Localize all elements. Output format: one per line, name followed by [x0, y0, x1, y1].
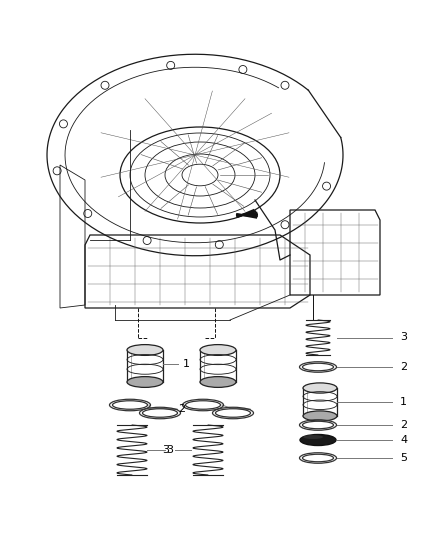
Text: 4: 4 [400, 435, 407, 445]
Text: 2: 2 [178, 404, 185, 414]
Ellipse shape [300, 434, 336, 446]
Text: 1: 1 [400, 397, 407, 407]
Text: 3: 3 [400, 333, 407, 343]
Ellipse shape [200, 345, 236, 356]
Text: 5: 5 [400, 453, 407, 463]
Ellipse shape [303, 421, 333, 429]
Ellipse shape [303, 435, 323, 439]
Ellipse shape [186, 401, 220, 409]
Text: 3: 3 [162, 445, 169, 455]
Ellipse shape [127, 345, 163, 356]
Ellipse shape [303, 364, 333, 371]
Ellipse shape [303, 383, 337, 393]
Text: 2: 2 [400, 420, 407, 430]
Ellipse shape [142, 409, 177, 417]
Text: 2: 2 [400, 362, 407, 372]
Ellipse shape [303, 454, 333, 462]
Ellipse shape [303, 411, 337, 421]
Ellipse shape [113, 401, 148, 409]
Text: 1: 1 [183, 359, 190, 369]
Ellipse shape [127, 377, 163, 387]
Ellipse shape [215, 409, 251, 417]
Ellipse shape [200, 377, 236, 387]
Text: 3: 3 [166, 445, 173, 455]
